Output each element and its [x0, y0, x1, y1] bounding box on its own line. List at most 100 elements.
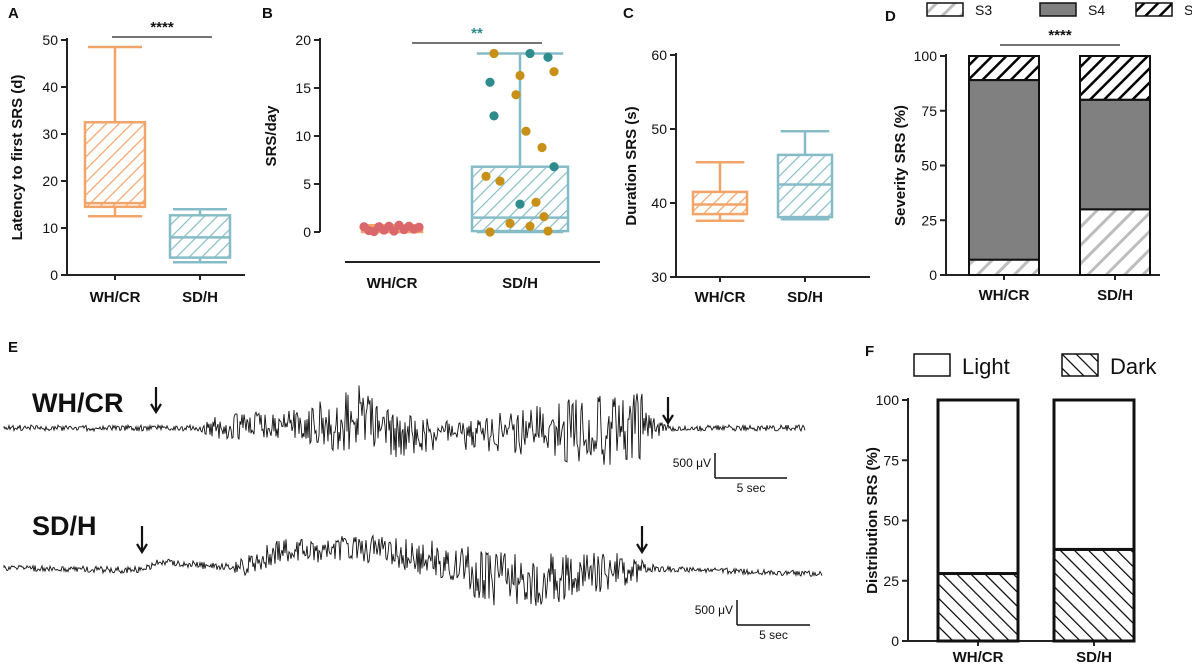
- x-category-label: WH/CR: [367, 275, 418, 292]
- bar-segment-s5: [1079, 55, 1151, 101]
- y-tick-label: 40: [651, 195, 667, 211]
- box-wh-cr: [83, 121, 147, 209]
- x-category-label: SD/H: [1097, 287, 1133, 304]
- data-point: [495, 176, 505, 186]
- significance-label: ****: [1048, 27, 1072, 44]
- data-point: [525, 48, 535, 59]
- y-tick-label: 0: [929, 267, 937, 283]
- x-category-label: WH/CR: [953, 649, 1004, 666]
- y-axis-title: Severity SRS (%): [892, 105, 909, 226]
- legend-swatch-dark: [1061, 353, 1099, 377]
- data-point: [485, 77, 495, 87]
- bar-segment-s3: [968, 258, 1040, 277]
- panel-letter-c: C: [623, 5, 634, 22]
- legend-label: S5: [1184, 2, 1192, 18]
- y-tick-label: 50: [42, 32, 58, 48]
- x-category-label: WH/CR: [979, 287, 1030, 304]
- y-tick-label: 50: [883, 513, 899, 529]
- trace-label-wh-cr: WH/CR: [32, 388, 123, 418]
- data-point: [537, 142, 547, 153]
- significance-label: ****: [150, 19, 174, 36]
- scale-label-voltage: 500 μV: [673, 456, 711, 470]
- y-tick-label: 75: [921, 103, 937, 119]
- legend-swatch-s4: [1039, 2, 1077, 17]
- legend-label: S4: [1088, 2, 1105, 18]
- x-category-label: SD/H: [1076, 649, 1112, 666]
- eeg-trace-sd-h: [3, 534, 823, 606]
- event-arrow-head: [150, 403, 162, 415]
- y-tick-label: 0: [303, 224, 311, 240]
- x-category-label: SD/H: [502, 275, 538, 292]
- data-point: [531, 197, 541, 207]
- scale-label-voltage: 500 μV: [695, 603, 733, 617]
- y-axis-title: Latency to first SRS (d): [9, 75, 26, 241]
- event-arrow-head: [136, 543, 148, 555]
- y-tick-label: 25: [921, 212, 937, 228]
- y-tick-label: 100: [876, 392, 900, 408]
- data-point: [549, 162, 559, 172]
- legend-label: Dark: [1110, 354, 1157, 379]
- y-tick-label: 30: [651, 269, 667, 285]
- data-point: [539, 212, 549, 222]
- bar-segment-dark: [936, 572, 1020, 643]
- panel-letter-e: E: [8, 339, 18, 356]
- bar-segment-light: [1052, 398, 1136, 551]
- legend-label: S3: [975, 2, 992, 18]
- eeg-trace-wh-cr: [3, 385, 806, 465]
- data-point: [481, 171, 491, 181]
- y-axis-title: SRS/day: [263, 105, 280, 167]
- bar-segment-dark: [1052, 547, 1136, 643]
- x-category-label: SD/H: [787, 289, 823, 306]
- y-tick-label: 15: [295, 80, 311, 96]
- panel-letter-d: D: [885, 8, 896, 25]
- data-point: [543, 226, 553, 236]
- box-wh-cr: [691, 190, 749, 216]
- data-point: [485, 227, 495, 237]
- scale-label-time: 5 sec: [759, 628, 788, 642]
- panel-letter-a: A: [8, 5, 19, 22]
- legend-swatch-light: [913, 353, 951, 377]
- y-tick-label: 40: [42, 79, 58, 95]
- y-tick-label: 10: [295, 128, 311, 144]
- legend-swatch-s5: [1135, 2, 1173, 17]
- y-tick-label: 5: [303, 176, 311, 192]
- trace-label-sd-h: SD/H: [32, 511, 97, 541]
- data-point: [515, 199, 525, 209]
- y-tick-label: 25: [883, 573, 899, 589]
- scale-label-time: 5 sec: [737, 481, 766, 495]
- data-point: [489, 48, 499, 59]
- y-tick-label: 20: [295, 32, 311, 48]
- panel-letter-b: B: [262, 5, 273, 22]
- data-point: [511, 90, 521, 100]
- data-point: [521, 126, 531, 136]
- data-point: [505, 218, 515, 228]
- legend-swatch-s3: [926, 2, 964, 17]
- bar-segment-light: [936, 398, 1020, 576]
- panel-letter-f: F: [865, 343, 874, 360]
- y-tick-label: 50: [651, 121, 667, 137]
- x-category-label: WH/CR: [90, 289, 141, 306]
- event-arrow-head: [636, 543, 648, 555]
- data-point: [489, 111, 499, 121]
- y-tick-label: 100: [914, 48, 938, 64]
- bar-segment-s5: [968, 55, 1040, 82]
- box-sd-h: [776, 153, 834, 219]
- event-arrow-head: [662, 414, 674, 426]
- y-tick-label: 10: [42, 220, 58, 236]
- y-tick-label: 20: [42, 173, 58, 189]
- y-axis-title: Duration SRS (s): [623, 106, 640, 225]
- data-point: [543, 52, 553, 62]
- legend-label: Light: [962, 354, 1010, 379]
- y-tick-label: 30: [42, 126, 58, 142]
- data-point: [515, 70, 525, 81]
- significance-label: **: [471, 25, 483, 42]
- y-tick-label: 75: [883, 452, 899, 468]
- x-category-label: SD/H: [182, 289, 218, 306]
- data-point: [549, 67, 559, 77]
- x-category-label: WH/CR: [695, 289, 746, 306]
- bar-segment-s3: [1079, 208, 1151, 276]
- bar-segment-s4: [1079, 98, 1151, 211]
- y-tick-label: 60: [651, 47, 667, 63]
